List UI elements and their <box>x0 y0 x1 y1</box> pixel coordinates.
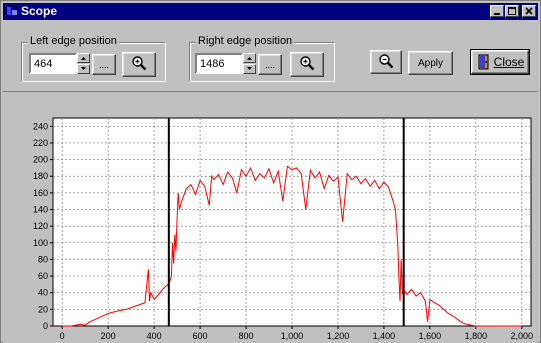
arrow-down-icon <box>81 67 86 70</box>
arrow-up-icon <box>247 57 252 60</box>
x-tick-label: 1,600 <box>419 331 442 341</box>
left-edge-input[interactable] <box>29 53 77 74</box>
x-tick-label: 0 <box>60 331 65 341</box>
maximize-button[interactable] <box>505 5 519 17</box>
y-tick-label: 220 <box>33 138 48 148</box>
left-edge-zoom-in-button[interactable] <box>122 52 156 77</box>
close-button[interactable]: Close <box>470 49 530 75</box>
x-tick-label: 800 <box>239 331 254 341</box>
apply-button[interactable]: Apply <box>408 51 453 75</box>
y-tick-label: 120 <box>33 221 48 231</box>
left-edge-spinner <box>29 53 90 74</box>
y-tick-label: 200 <box>33 155 48 165</box>
x-tick-label: 600 <box>193 331 208 341</box>
x-tick-label: 1,400 <box>373 331 396 341</box>
chart-panel: 0 20 40 60 80 100 120 140 160 180 200 220 240 0 200 400… <box>3 91 538 343</box>
zoom-out-button[interactable] <box>370 50 402 74</box>
y-tick-label: 160 <box>33 188 48 198</box>
left-edge-up-button[interactable] <box>77 53 90 63</box>
y-tick-label: 140 <box>33 205 48 215</box>
right-edge-label: Right edge position <box>196 35 295 47</box>
x-tick-label: 1,200 <box>327 331 350 341</box>
right-edge-input[interactable] <box>195 53 243 74</box>
left-edge-label: Left edge position <box>28 35 119 47</box>
title-bar[interactable]: Scope <box>3 3 538 20</box>
maximize-icon <box>508 7 516 15</box>
y-tick-label: 60 <box>38 271 48 281</box>
right-edge-up-button[interactable] <box>243 53 256 63</box>
right-edge-browse-button[interactable]: .... <box>258 54 282 75</box>
y-tick-label: 180 <box>33 171 48 181</box>
arrow-up-icon <box>81 57 86 60</box>
x-tick-label: 400 <box>147 331 162 341</box>
y-tick-label: 80 <box>38 254 48 264</box>
arrow-down-icon <box>247 67 252 70</box>
x-tick-label: 200 <box>101 331 116 341</box>
x-tick-label: 1,000 <box>281 331 304 341</box>
minimize-button[interactable] <box>490 5 504 17</box>
zoom-in-icon <box>132 56 147 71</box>
right-edge-spinner <box>195 53 256 74</box>
scope-app-icon <box>6 5 18 17</box>
window-title: Scope <box>21 4 58 18</box>
zoom-in-icon <box>300 56 315 71</box>
left-edge-down-button[interactable] <box>77 64 90 74</box>
minimize-icon <box>494 13 500 15</box>
x-tick-label: 1,800 <box>465 331 488 341</box>
y-tick-label: 100 <box>33 238 48 248</box>
scope-chart: 0 20 40 60 80 100 120 140 160 180 200 220 240 0 200 400… <box>33 117 534 341</box>
right-edge-zoom-in-button[interactable] <box>290 52 324 77</box>
left-edge-browse-button[interactable]: .... <box>92 54 116 75</box>
y-tick-label: 240 <box>33 121 48 131</box>
x-tick-label: 2,000 <box>511 331 534 341</box>
right-edge-group: Right edge position <box>189 35 335 82</box>
y-tick-label: 20 <box>38 304 48 314</box>
right-edge-down-button[interactable] <box>243 64 256 74</box>
y-tick-label: 0 <box>43 321 48 331</box>
trace-line <box>62 165 522 327</box>
left-edge-group: Left edge position <box>21 35 166 82</box>
close-icon <box>525 7 533 15</box>
zoom-out-icon <box>379 53 394 68</box>
y-tick-label: 40 <box>38 288 48 298</box>
close-window-button[interactable] <box>522 5 536 17</box>
